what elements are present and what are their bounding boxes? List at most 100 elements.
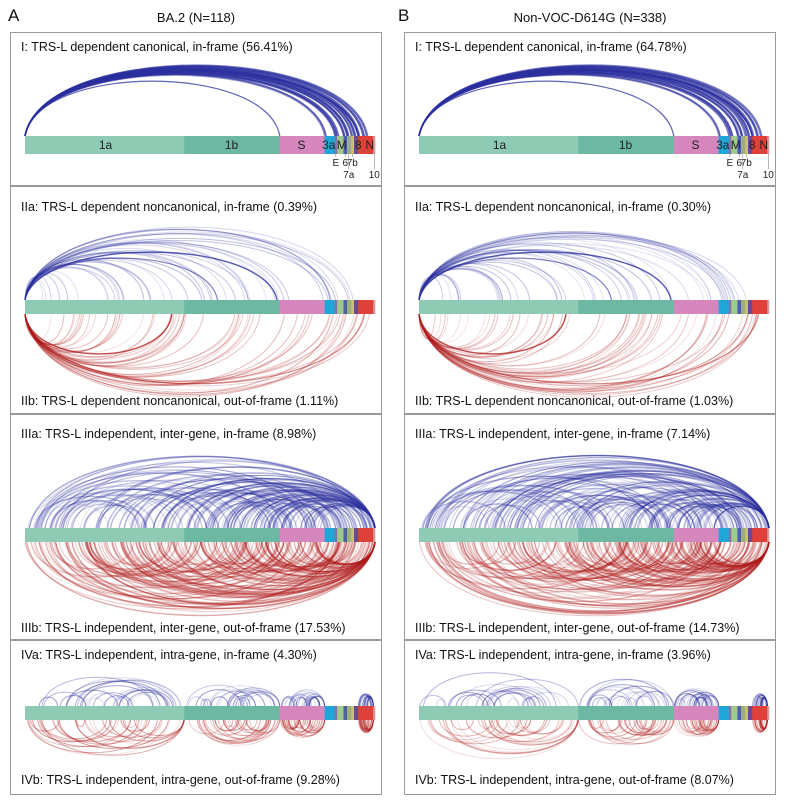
arc-intergene-inframe [654,502,731,529]
arc-noncanonical-inframe [418,274,452,301]
gene-label-8: 8 [749,138,756,152]
arc-intergene-outframe [522,541,625,573]
arc-canonical [24,67,357,137]
arc-intragene-outframe [597,719,632,734]
arc-intergene-outframe [88,541,247,583]
arc-intergene-inframe [462,503,533,529]
arc-intragene-outframe [358,719,369,730]
arc-intragene-inframe [695,693,720,707]
panel-a-title: BA.2 (N=118) [156,10,236,25]
arc-intergene-outframe [183,541,326,580]
arc-intergene-inframe [647,494,770,529]
arc-intragene-outframe [245,719,278,734]
arc-noncanonical-outframe [24,313,117,354]
arc-intragene-outframe [756,719,768,732]
arc-intergene-inframe [540,486,706,529]
arc-intergene-inframe [589,503,656,529]
arc-intergene-outframe [569,541,664,571]
arc-intragene-inframe [449,689,502,707]
arc-intergene-inframe [167,489,313,529]
arc-intragene-outframe [633,719,675,736]
arc-intergene-inframe [422,500,506,529]
arc-intergene-inframe [60,494,178,529]
arc-intragene-outframe [306,719,326,731]
arc-intragene-outframe [628,719,668,735]
gene-segment-3a [718,706,730,720]
arc-intergene-outframe [697,541,770,568]
arc-intergene-inframe [144,475,376,529]
arc-intragene-inframe [754,693,768,707]
label-a-iva: IVa: TRS-L independent, intra-gene, in-f… [21,648,317,662]
gene-segment-s [673,136,719,154]
arc-intergene-outframe [274,541,376,573]
arc-intergene-outframe [184,541,263,568]
arc-intergene-outframe [172,541,237,566]
arc-intergene-inframe [48,500,135,529]
arc-intergene-outframe [626,541,770,580]
arc-intergene-outframe [234,541,302,567]
arc-intragene-outframe [288,719,312,733]
arc-intragene-inframe [523,696,545,707]
arc-intergene-outframe [235,541,328,571]
arc-intergene-outframe [200,541,348,581]
arc-intergene-outframe [171,541,237,566]
arc-intragene-inframe [74,681,167,707]
arc-intergene-inframe [634,499,728,529]
arc-intergene-outframe [285,541,344,565]
arc-intragene-inframe [305,696,321,707]
arc-intergene-outframe [148,541,376,595]
arc-intergene-outframe [100,541,323,594]
arc-intergene-outframe [636,541,751,575]
arc-intergene-inframe [64,500,155,529]
gene-label-1a: 1a [493,138,507,152]
arc-intergene-outframe [563,541,635,567]
arc-noncanonical-outframe [418,313,653,380]
arc-intergene-inframe [106,474,342,529]
arc-noncanonical-outframe [24,313,239,368]
arc-intergene-inframe [624,490,770,529]
arc-intergene-outframe [48,541,376,613]
arc-intergene-inframe [61,503,132,529]
arc-intragene-outframe [577,719,655,745]
arc-intergene-outframe [635,541,755,576]
gene-segment-7b [351,300,355,314]
arc-intergene-outframe [462,541,755,606]
gene-segment-m [337,136,344,154]
arc-intergene-inframe [570,480,770,529]
gene-segment-1a [25,706,185,720]
arc-intragene-outframe [599,719,675,745]
arc-intergene-outframe [696,541,770,568]
arc-intragene-outframe [693,719,707,730]
gene-segment-1b [578,136,675,154]
arc-intragene-outframe [299,719,326,734]
arc-intragene-outframe [203,719,270,742]
arc-intragene-inframe [761,697,768,707]
arc-intergene-inframe [161,477,376,529]
arc-intergene-inframe [494,471,742,529]
arc-noncanonical-inframe [24,229,339,301]
arc-intergene-inframe [230,499,325,529]
arc-intragene-outframe [755,719,768,732]
arc-intergene-inframe [440,485,614,529]
arc-intragene-outframe [364,719,374,731]
arc-intergene-outframe [633,541,738,573]
arc-intergene-outframe [688,541,746,565]
arc-intergene-inframe [134,493,264,529]
arc-intragene-inframe [303,694,326,707]
arc-intragene-inframe [304,696,321,707]
arc-intergene-outframe [260,541,337,568]
arc-intergene-inframe [253,494,376,529]
arc-intragene-inframe [635,691,675,707]
arc-intragene-inframe [755,696,764,707]
label-a-iiia: IIIa: TRS-L independent, inter-gene, in-… [21,427,317,441]
arc-noncanonical-outframe [24,313,65,344]
arc-intragene-inframe [761,697,768,707]
arc-intergene-outframe [687,541,770,569]
arc-intergene-outframe [94,541,218,576]
arc-intragene-inframe [367,697,374,707]
arc-intragene-outframe [304,719,326,732]
arc-intragene-outframe [761,719,768,729]
gene-tick-g10: 10 [369,170,381,181]
arc-intergene-outframe [274,541,376,573]
arc-intragene-inframe [66,677,177,707]
